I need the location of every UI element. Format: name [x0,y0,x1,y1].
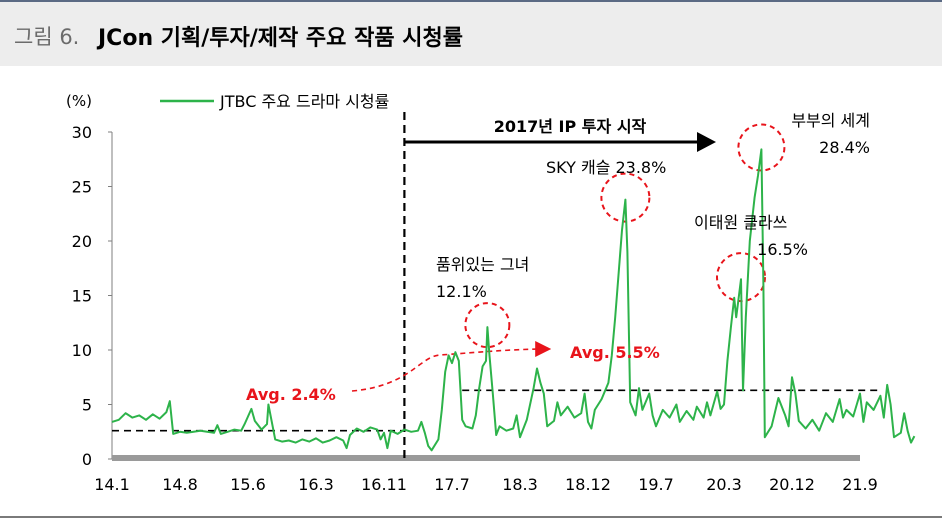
y-tick-label: 5 [82,396,92,415]
y-tick-label: 30 [72,123,92,142]
avg-increase-arrow [351,341,552,392]
highlight-circle [737,123,786,172]
x-tick-label: 20.12 [769,475,815,494]
legend-label: JTBC 주요 드라마 시청률 [219,92,389,111]
avg-after-label: Avg. 5.5% [570,343,660,362]
period-arrow-head [697,132,716,152]
y-tick-label: 0 [82,450,92,469]
x-tick-label: 19.7 [638,475,674,494]
x-tick-label: 14.1 [94,475,130,494]
figure-title: JCon 기획/투자/제작 주요 작품 시청률 [98,26,463,51]
annotation-title: SKY 캐슬 23.8% [546,158,666,177]
x-tick-label: 14.8 [162,475,198,494]
series-line [111,148,916,452]
x-tick-label: 16.3 [298,475,334,494]
figure-number: 그림 6. [14,25,80,49]
y-tick-label: 25 [72,178,92,197]
x-tick-label: 15.6 [230,475,266,494]
annotation-title: 부부의 세계 [791,111,870,130]
avg-before-label: Avg. 2.4% [246,385,336,404]
x-tick-label: 20.3 [706,475,742,494]
x-tick-label: 18.12 [565,475,611,494]
line-chart: 0 5 10 15 20 25 30 (%) 14.1 14.8 15.6 16.3 16.11 17.7… [66,92,916,494]
period-arrow-label: 2017년 IP 투자 시작 [494,117,647,136]
y-tick-label: 20 [72,232,92,251]
y-tick-label: 10 [72,341,92,360]
annotation-value: 28.4% [819,138,870,157]
y-unit-label: (%) [66,92,92,110]
x-tick-label: 17.7 [434,475,470,494]
bottom-rule [0,516,942,518]
annotation-value: 12.1% [436,282,487,301]
x-tick-label: 16.11 [361,475,407,494]
annotation-title: 이태원 클라쓰 [694,213,787,232]
annotation-title: 품위있는 그녀 [436,255,529,274]
annotation-value: 16.5% [757,240,808,259]
y-tick-label: 15 [72,287,92,306]
x-tick-label: 21.9 [842,475,878,494]
figure-title-bar: 그림 6. JCon 기획/투자/제작 주요 작품 시청률 [0,0,942,66]
highlight-circle [464,302,511,349]
x-axis-band [112,455,860,461]
x-tick-label: 18.3 [502,475,538,494]
